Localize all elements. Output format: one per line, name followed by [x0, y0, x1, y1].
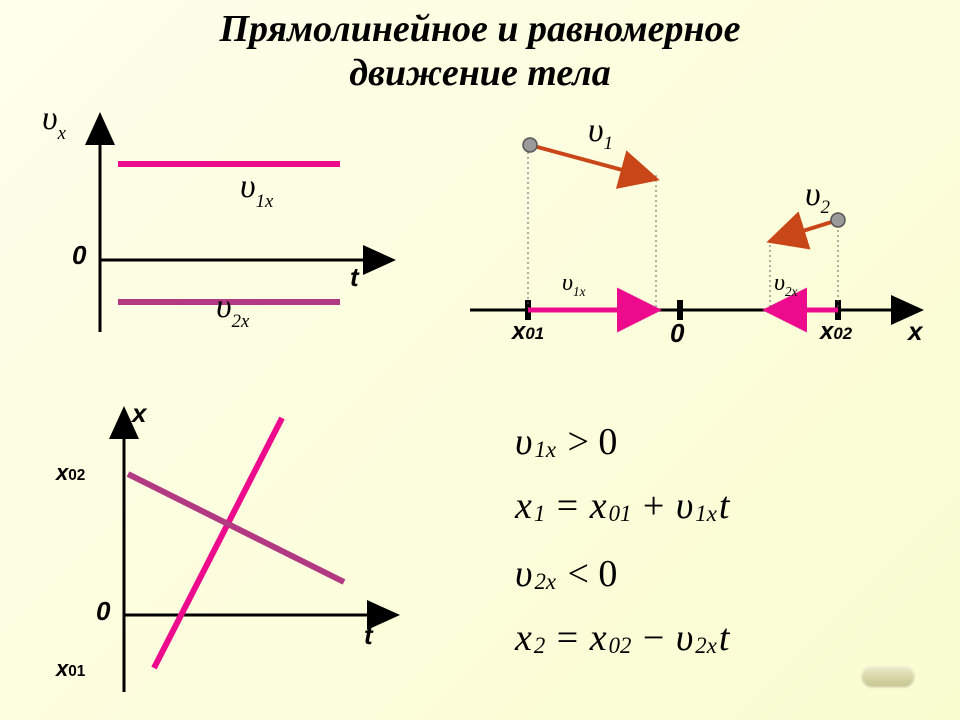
vel-x-label: t [350, 262, 359, 293]
position-chart: x 0 t x02 x01 [44, 400, 414, 700]
slide-title: Прямолинейное и равномерное движение тел… [0, 0, 960, 99]
velocity-chart: υx 0 t υ1x υ2x [30, 110, 410, 340]
formula-4: x2 = x02 − υ2xt [515, 616, 729, 660]
pos-x02-label: x02 [56, 460, 85, 486]
vector-diagram: υ1 υ2 υ1x υ2x x01 0 x02 x [470, 120, 935, 360]
vec-x01-label: x01 [512, 318, 544, 346]
vel-origin-label: 0 [72, 240, 86, 271]
vec-x02-label: x02 [820, 318, 852, 346]
vec-v1-label: υ1 [588, 112, 613, 150]
vec-zero-label: 0 [670, 318, 684, 349]
title-line1: Прямолинейное и равномерное [20, 8, 940, 52]
pos-x-label: t [364, 620, 373, 651]
vec-x-label: x [908, 316, 922, 347]
vec-v1x-label: υ1x [562, 270, 585, 297]
vec-v2-label: υ2 [805, 176, 830, 214]
pos-origin-label: 0 [96, 596, 110, 627]
vel-v1-label: υ1x [240, 168, 273, 206]
vel-y-label: υx [42, 100, 66, 138]
formula-2: x1 = x01 + υ1xt [515, 484, 729, 528]
title-line2: движение тела [20, 52, 940, 96]
vel-v2-label: υ2x [216, 288, 249, 326]
pos-y-label: x [132, 398, 146, 429]
formula-1: υ1x > 0 [515, 420, 729, 464]
formula-3: υ2x < 0 [515, 552, 729, 596]
vec-v2x-label: υ2x [774, 270, 797, 297]
nav-pill[interactable] [862, 666, 914, 686]
pos-x01-label: x01 [56, 656, 85, 682]
formulas-block: υ1x > 0 x1 = x01 + υ1xt υ2x < 0 x2 = x02… [515, 420, 729, 660]
